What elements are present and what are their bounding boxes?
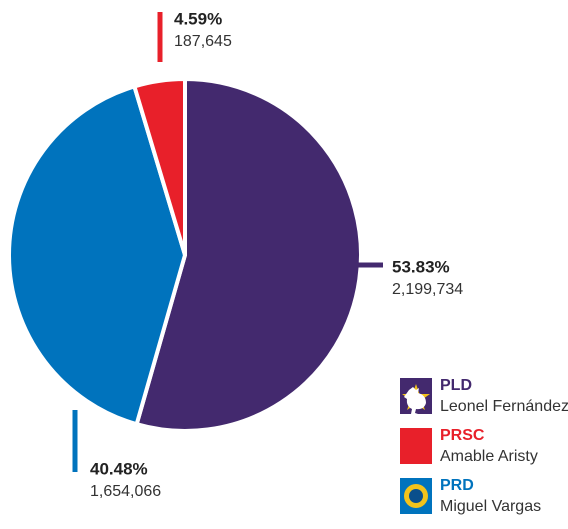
pie-slice	[134, 77, 363, 433]
legend-candidate: Leonel Fernández	[440, 398, 568, 415]
rooster-icon	[404, 387, 426, 414]
legend-abbr: PRD	[440, 477, 474, 494]
percent-label: 40.48%	[90, 459, 148, 478]
legend-candidate: Amable Aristy	[440, 448, 538, 465]
legend-abbr: PLD	[440, 377, 472, 394]
votes-label: 1,654,066	[90, 483, 161, 500]
pie-slice	[132, 77, 187, 257]
legend-abbr: PRSC	[440, 427, 485, 444]
votes-label: 187,645	[174, 33, 232, 50]
legend-candidate: Miguel Vargas	[440, 498, 541, 515]
legend-icon	[400, 428, 432, 464]
percent-label: 4.59%	[174, 9, 222, 28]
percent-label: 53.83%	[392, 257, 450, 276]
votes-label: 2,199,734	[392, 281, 463, 298]
seal-inner	[409, 489, 423, 503]
pie-slice	[7, 84, 187, 427]
